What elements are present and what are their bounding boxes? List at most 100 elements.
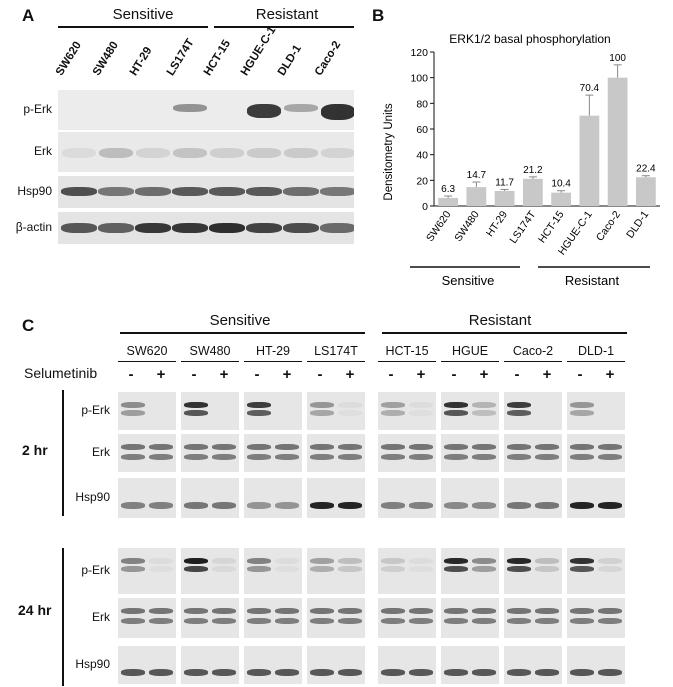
panel-c-pErk-band (212, 558, 236, 564)
panel-c-pErk-band (338, 566, 362, 572)
panel-b-letter: B (372, 6, 385, 25)
panel-c-pErk-band (310, 410, 334, 416)
panel-a-pErk-band (173, 104, 207, 112)
panel-c-erk-band (310, 454, 334, 460)
panel-c-erk-band (149, 608, 173, 614)
panel-c-erk-band (338, 608, 362, 614)
panel-c-erk-band (247, 454, 271, 460)
panel-c-row-label: Erk (92, 445, 110, 459)
panel-c-erk-band (121, 444, 145, 450)
panel-c-erk-band (149, 618, 173, 624)
panel-a-erk-band (210, 148, 244, 158)
panel-c-blot (118, 646, 176, 684)
panel-c-blot (504, 434, 562, 472)
panel-a-erk-band (247, 148, 281, 158)
chart-ylabel: Densitometry Units (383, 103, 395, 200)
panel-c-blot (378, 548, 436, 594)
panel-c-erk-band (275, 444, 299, 450)
panel-c-erk-band (338, 454, 362, 460)
panel-c-blot (504, 478, 562, 518)
panel-c-blot (504, 548, 562, 594)
panel-c-hsp90-band (535, 669, 559, 676)
panel-c-sensitive-header: Sensitive (209, 312, 271, 329)
panel-c-erk-band (381, 608, 405, 614)
panel-c-pErk-band (535, 558, 559, 564)
panel-c-cell-line-label: HT-29 (255, 344, 291, 358)
panel-a-actin-band (61, 223, 97, 233)
panel-c-erk-band (247, 444, 271, 450)
panel-c-pErk-band (570, 558, 594, 564)
panel-a-blot (58, 176, 354, 208)
panel-c-blot (307, 434, 365, 472)
panel-c-hsp90-band (381, 669, 405, 676)
panel-c-erk-band (570, 618, 594, 624)
panel-c-pErk-band (184, 558, 208, 564)
panel-c-blot (378, 434, 436, 472)
panel-c-erk-band (507, 444, 531, 450)
panel-c-pErk-band (184, 410, 208, 416)
panel-c-hsp90-band (212, 502, 236, 509)
panel-a-hsp90-band (172, 187, 208, 196)
chart-x-tick-label: Caco-2 (594, 209, 623, 244)
panel-c-treatment-sign: + (156, 366, 166, 383)
chart-bar (466, 187, 487, 206)
panel-c-pErk-band (472, 402, 496, 408)
panel-c-hsp90-band (507, 669, 531, 676)
panel-c-blot (504, 598, 562, 638)
panel-c-cell-line-rule (504, 361, 562, 362)
panel-c-erk-band (338, 618, 362, 624)
panel-c-pErk-band (149, 558, 173, 564)
chart-bar (494, 190, 515, 206)
chart-bar (635, 177, 656, 206)
panel-c-hsp90-band (149, 669, 173, 676)
chart-y-tick-label: 60 (416, 124, 428, 136)
panel-c-hsp90-band (184, 669, 208, 676)
panel-c-erk-band (598, 608, 622, 614)
panel-c-erk-band (149, 444, 173, 450)
panel-c-hsp90-band (247, 502, 271, 509)
chart-data-label: 100 (609, 53, 626, 64)
panel-c-blot (181, 598, 239, 638)
panel-c-treatment-sign: - (577, 366, 583, 383)
panel-c-pErk-band (247, 402, 271, 408)
panel-c-blot (504, 392, 562, 430)
panel-c-erk-band (381, 444, 405, 450)
panel-c-treatment-sign: + (605, 366, 615, 383)
panel-c-pErk-band (184, 402, 208, 408)
panel-a-hsp90-band (98, 187, 134, 196)
panel-c-pErk-band (121, 558, 145, 564)
panel-a-erk-band (99, 148, 133, 158)
panel-c-erk-band (598, 444, 622, 450)
chart-data-label: 70.4 (580, 83, 600, 94)
chart-sensitive-label: Sensitive (442, 273, 495, 288)
panel-c-blot (181, 646, 239, 684)
chart-x-tick-label: HT-29 (484, 209, 510, 239)
chart-y-tick-label: 0 (422, 201, 428, 213)
panel-c-hsp90-band (338, 502, 362, 509)
panel-c-treatment-sign: + (219, 366, 229, 383)
panel-c-erk-band (121, 608, 145, 614)
panel-a-lane-label: SW620 (53, 39, 84, 78)
panel-a-actin-band (320, 223, 354, 233)
chart-data-label: 14.7 (467, 170, 487, 181)
panel-a-row-label: p-Erk (23, 102, 52, 116)
panel-c-pErk-band (444, 558, 468, 564)
chart-bar (438, 197, 459, 206)
chart-data-label: 11.7 (495, 177, 514, 188)
panel-c-blot (244, 598, 302, 638)
panel-c-erk-band (444, 618, 468, 624)
panel-c-erk-band (275, 454, 299, 460)
panel-c-erk-band (121, 618, 145, 624)
panel-c-erk-band (535, 454, 559, 460)
panel-c-erk-band (310, 444, 334, 450)
panel-a-blot (58, 212, 354, 244)
panel-c-blot (378, 392, 436, 430)
panel-c-pErk-band (310, 558, 334, 564)
panel-c-treatment-sign: - (254, 366, 260, 383)
panel-c-pErk-band (212, 566, 236, 572)
panel-c-blot (118, 548, 176, 594)
timepoint-24hr-bar (62, 548, 64, 686)
panel-c-blot (181, 434, 239, 472)
panel-c-pErk-band (381, 558, 405, 564)
panel-c-erk-band (472, 608, 496, 614)
